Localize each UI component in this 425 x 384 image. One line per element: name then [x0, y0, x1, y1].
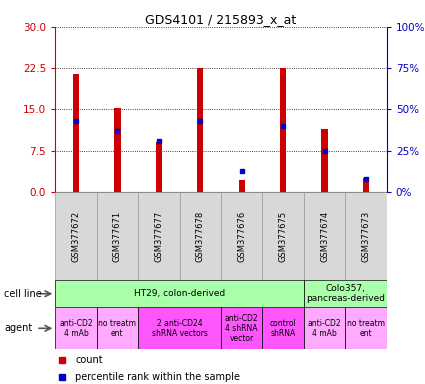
Text: control
shRNA: control shRNA: [270, 319, 297, 338]
Text: GSM377677: GSM377677: [154, 210, 163, 262]
Text: HT29, colon-derived: HT29, colon-derived: [134, 289, 225, 298]
Text: Colo357,
pancreas-derived: Colo357, pancreas-derived: [306, 285, 385, 303]
Text: 2 anti-CD24
shRNA vectors: 2 anti-CD24 shRNA vectors: [152, 319, 207, 338]
Text: GSM377675: GSM377675: [279, 210, 288, 262]
Bar: [304, 280, 387, 307]
Text: no treatm
ent: no treatm ent: [99, 319, 136, 338]
Bar: [96, 307, 138, 349]
Bar: [238, 180, 245, 192]
Title: GDS4101 / 215893_x_at: GDS4101 / 215893_x_at: [145, 13, 297, 26]
Bar: [138, 307, 221, 349]
Text: anti-CD2
4 shRNA
vector: anti-CD2 4 shRNA vector: [225, 314, 258, 343]
Bar: [262, 307, 304, 349]
Text: GSM377678: GSM377678: [196, 210, 205, 262]
Text: percentile rank within the sample: percentile rank within the sample: [75, 372, 240, 382]
Text: agent: agent: [4, 323, 32, 333]
Bar: [280, 68, 286, 192]
Text: GSM377671: GSM377671: [113, 210, 122, 262]
Bar: [345, 307, 387, 349]
Bar: [363, 178, 369, 192]
Bar: [262, 192, 304, 280]
Bar: [73, 74, 79, 192]
Bar: [304, 307, 345, 349]
Bar: [55, 280, 304, 307]
Bar: [55, 307, 96, 349]
Bar: [197, 68, 204, 192]
Text: GSM377673: GSM377673: [362, 210, 371, 262]
Bar: [321, 129, 328, 192]
Text: count: count: [75, 355, 103, 365]
Text: no treatm
ent: no treatm ent: [347, 319, 385, 338]
Bar: [138, 192, 179, 280]
Text: cell line: cell line: [4, 289, 42, 299]
Text: anti-CD2
4 mAb: anti-CD2 4 mAb: [59, 319, 93, 338]
Bar: [96, 192, 138, 280]
Bar: [221, 307, 262, 349]
Text: GSM377676: GSM377676: [237, 210, 246, 262]
Text: GSM377674: GSM377674: [320, 210, 329, 262]
Bar: [345, 192, 387, 280]
Bar: [156, 142, 162, 192]
Bar: [114, 108, 121, 192]
Text: anti-CD2
4 mAb: anti-CD2 4 mAb: [308, 319, 341, 338]
Bar: [179, 192, 221, 280]
Bar: [304, 192, 345, 280]
Bar: [55, 192, 96, 280]
Text: GSM377672: GSM377672: [71, 210, 80, 262]
Bar: [221, 192, 262, 280]
